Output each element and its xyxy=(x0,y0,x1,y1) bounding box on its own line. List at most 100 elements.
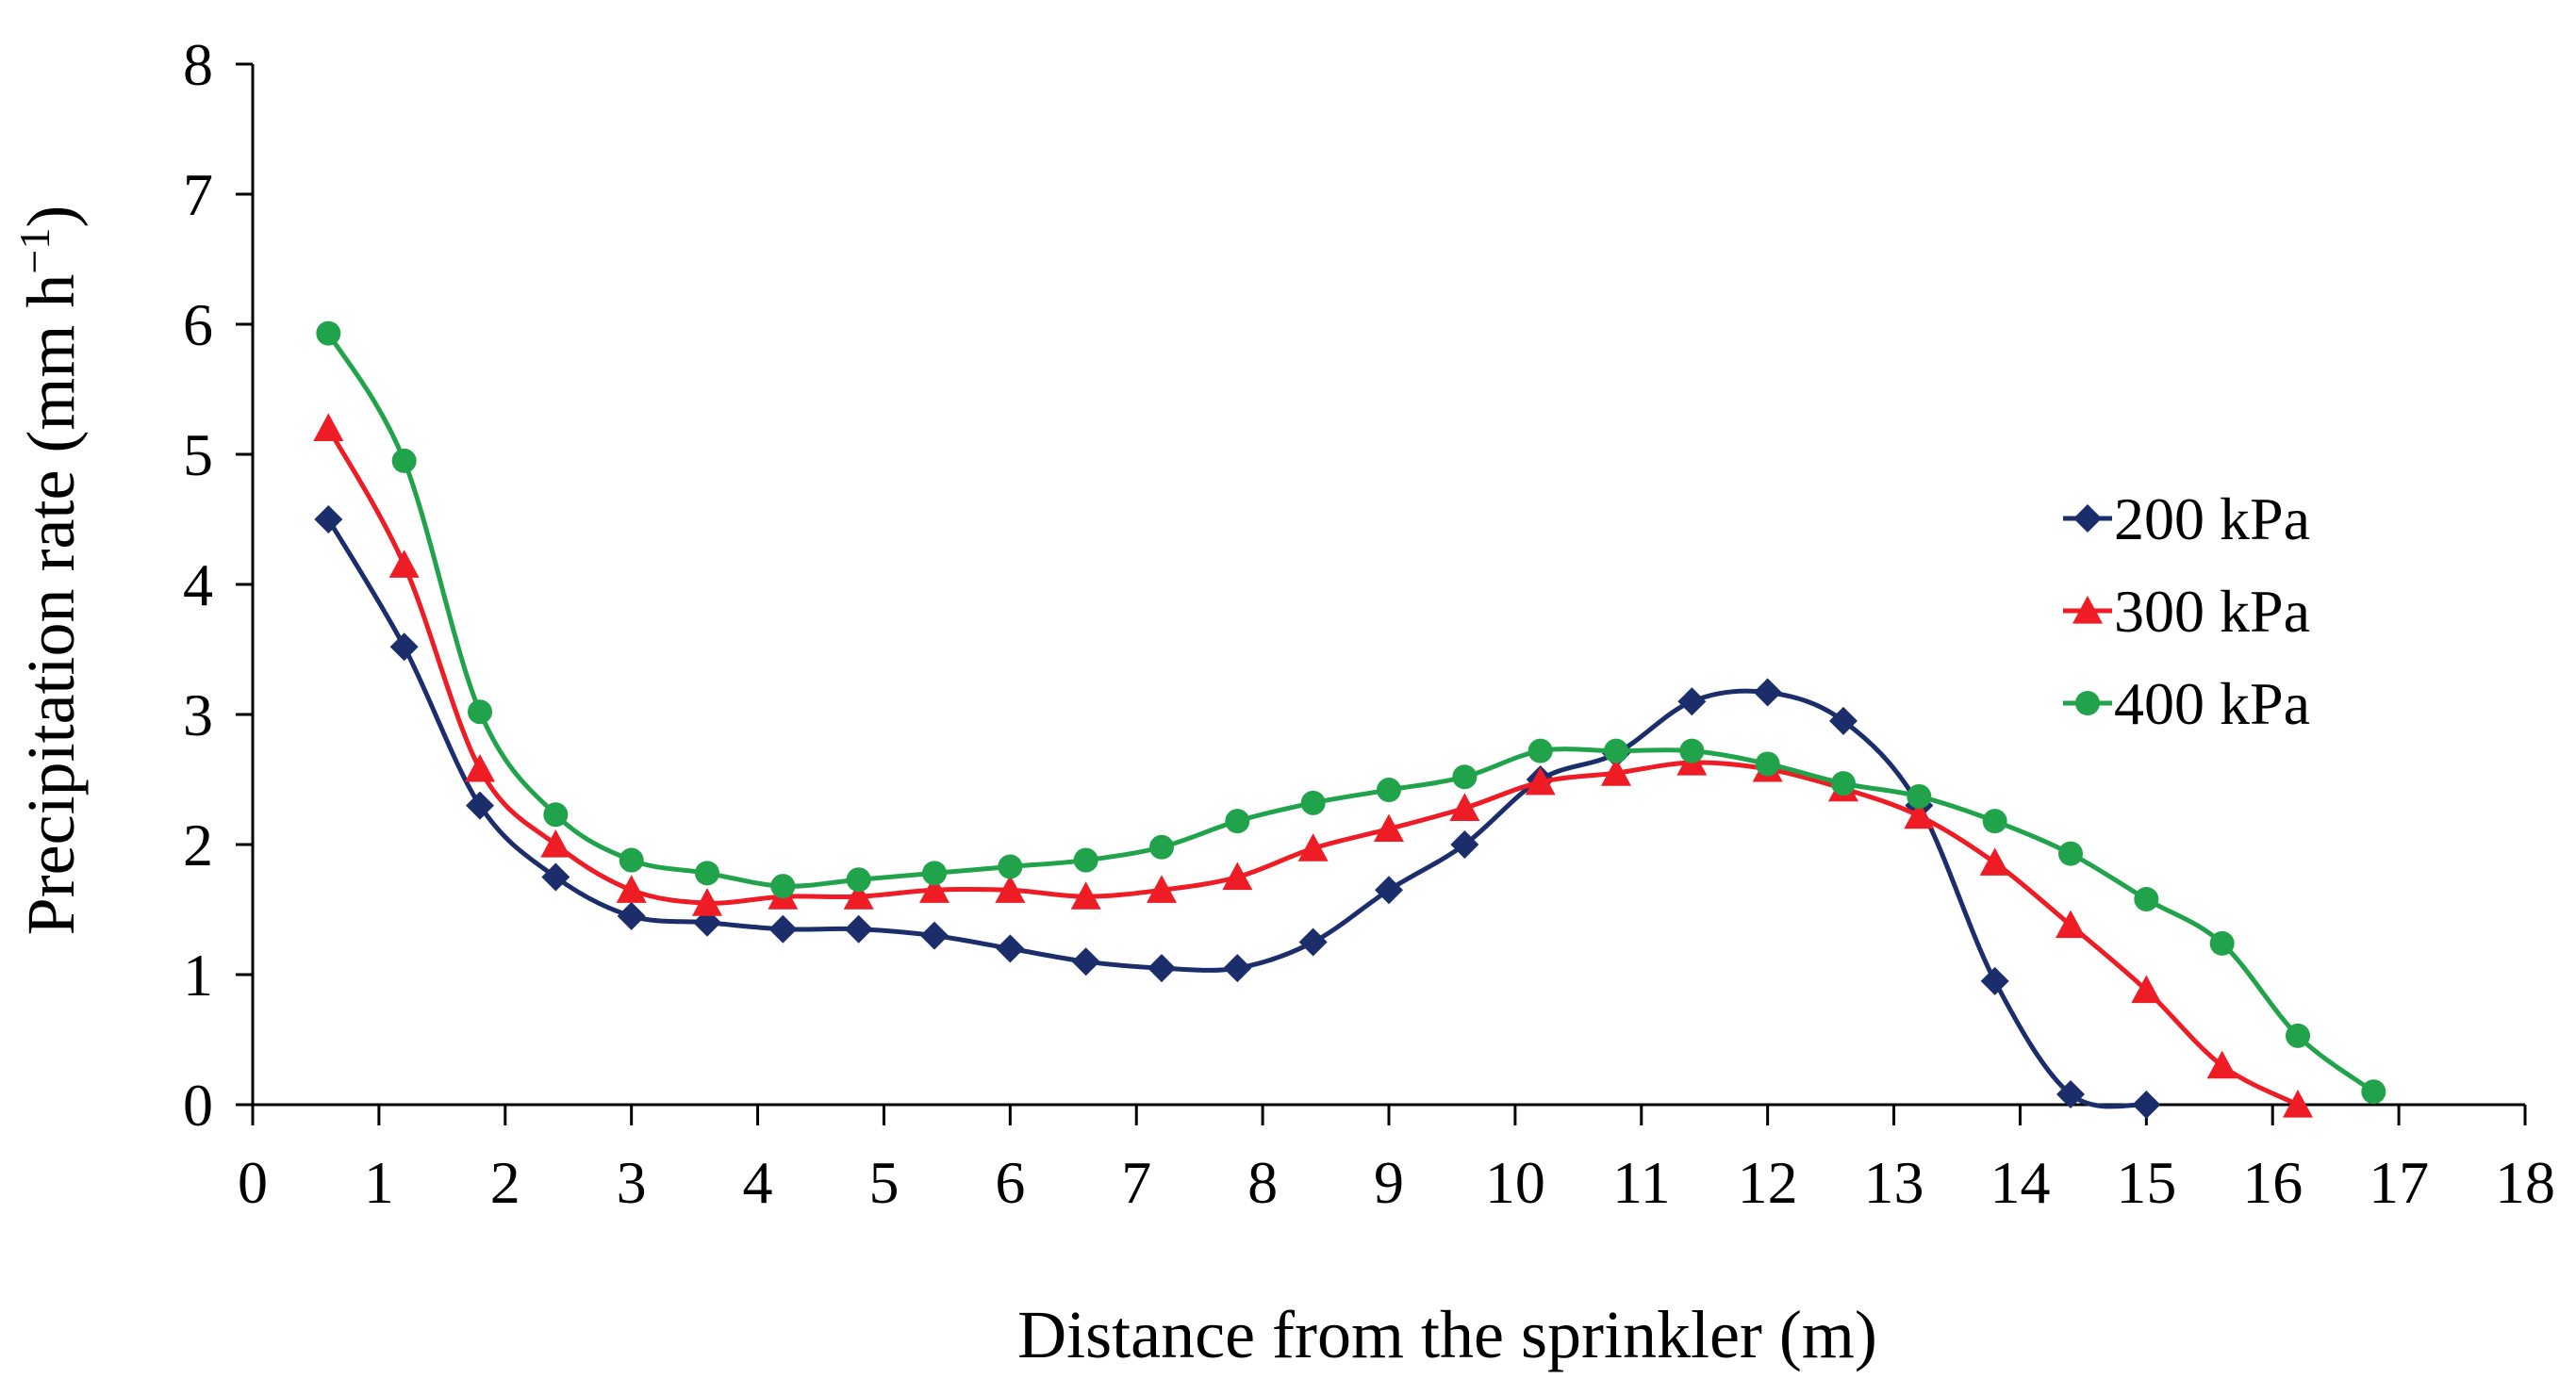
y-tick-label: 7 xyxy=(183,161,213,228)
y-tick-label: 0 xyxy=(183,1072,213,1139)
series-line xyxy=(326,427,2300,1108)
x-tick-label: 1 xyxy=(364,1149,394,1216)
data-point xyxy=(843,881,874,910)
legend: 200 kPa 300 kPa 400 kPa xyxy=(2063,485,2310,737)
x-tick-label: 8 xyxy=(1247,1149,1278,1216)
legend-item: 200 kPa xyxy=(2063,485,2310,552)
y-tick-label: 1 xyxy=(183,942,213,1009)
data-point xyxy=(616,875,647,903)
data-point xyxy=(1601,758,1631,786)
y-axis-title-main: Precipitation rate (mm h xyxy=(13,274,89,936)
data-point xyxy=(1677,687,1707,716)
data-point xyxy=(313,413,344,441)
data-point xyxy=(1982,809,2007,834)
data-point xyxy=(1071,947,1100,976)
data-point xyxy=(1449,793,1480,821)
x-tick-label: 15 xyxy=(2116,1149,2176,1216)
x-tick-label: 4 xyxy=(743,1149,773,1216)
data-point xyxy=(2361,1079,2386,1105)
x-tick-label: 5 xyxy=(868,1149,899,1216)
data-point xyxy=(2056,910,2086,939)
x-tick-label: 18 xyxy=(2495,1149,2555,1216)
x-tick-label: 6 xyxy=(995,1149,1025,1216)
data-point xyxy=(770,874,796,899)
data-point xyxy=(1980,966,2009,995)
data-point xyxy=(2132,1091,2161,1119)
data-point xyxy=(1225,809,1250,834)
data-point xyxy=(314,505,343,533)
legend-marker xyxy=(2075,691,2100,715)
legend-label: 200 kPa xyxy=(2114,485,2310,552)
data-point xyxy=(1298,927,1328,957)
legend-item: 300 kPa xyxy=(2063,578,2310,645)
x-tick-label: 11 xyxy=(1612,1149,1671,1216)
data-point xyxy=(1377,778,1401,803)
data-point xyxy=(1073,847,1098,873)
data-point xyxy=(2206,1050,2237,1079)
data-point xyxy=(1452,764,1478,790)
series-line xyxy=(326,332,2375,1094)
legend-label: 400 kPa xyxy=(2114,670,2310,737)
legend-marker xyxy=(2072,596,2103,624)
x-tick-label: 3 xyxy=(617,1149,647,1216)
data-point xyxy=(996,934,1025,963)
data-point xyxy=(1300,790,1326,815)
x-tick-label: 7 xyxy=(1121,1149,1151,1216)
data-point xyxy=(543,802,569,828)
data-point xyxy=(768,914,798,944)
data-point xyxy=(1374,813,1404,843)
series-400-kpa xyxy=(316,320,2386,1105)
y-tick-label: 4 xyxy=(183,551,213,618)
data-point xyxy=(1904,800,1935,829)
data-point xyxy=(2134,886,2159,911)
x-tick-label: 0 xyxy=(238,1149,268,1216)
data-point xyxy=(846,867,871,893)
x-tick-label: 10 xyxy=(1485,1149,1545,1216)
data-point xyxy=(2131,975,2162,1004)
x-tick-label: 2 xyxy=(490,1149,520,1216)
x-tick-label: 14 xyxy=(1990,1149,2050,1216)
data-point xyxy=(1223,954,1252,983)
data-point xyxy=(1829,706,1858,735)
x-tick-label: 17 xyxy=(2369,1149,2429,1216)
data-point xyxy=(1525,766,1556,796)
data-point xyxy=(316,320,341,346)
data-point xyxy=(541,862,570,892)
data-point xyxy=(2058,841,2083,866)
data-point xyxy=(1070,881,1101,910)
data-point xyxy=(2286,1023,2310,1048)
y-axis-title-close: ) xyxy=(13,205,89,228)
data-point xyxy=(1979,847,2010,876)
y-axis-title: Precipitation rate (mm h−1) xyxy=(10,205,89,936)
data-point xyxy=(2056,1079,2085,1108)
y-tick-label: 2 xyxy=(183,812,213,878)
x-tick-label: 16 xyxy=(2242,1149,2303,1216)
x-axis-title: Distance from the sprinkler (m) xyxy=(1017,1297,1877,1372)
series-line xyxy=(326,517,2147,1109)
data-point xyxy=(2283,1090,2313,1118)
x-tick-label: 12 xyxy=(1738,1149,1798,1216)
data-point xyxy=(1297,833,1329,862)
data-point xyxy=(1753,678,1782,707)
y-axis-title-superscript: −1 xyxy=(10,228,58,274)
data-point xyxy=(388,550,420,578)
data-point xyxy=(1831,771,1856,796)
data-point xyxy=(617,901,646,930)
data-point xyxy=(922,861,947,886)
data-point xyxy=(1755,751,1780,777)
data-point xyxy=(2209,930,2235,956)
data-point xyxy=(540,829,571,858)
data-point xyxy=(1604,738,1628,763)
data-point xyxy=(619,847,644,873)
data-point xyxy=(1679,738,1705,763)
series-layer xyxy=(313,320,2386,1119)
data-point xyxy=(1375,876,1403,905)
data-point xyxy=(1148,954,1176,983)
data-point xyxy=(1527,738,1553,763)
data-point xyxy=(920,921,949,950)
data-point xyxy=(1149,834,1174,860)
y-tick-label: 8 xyxy=(183,31,213,98)
